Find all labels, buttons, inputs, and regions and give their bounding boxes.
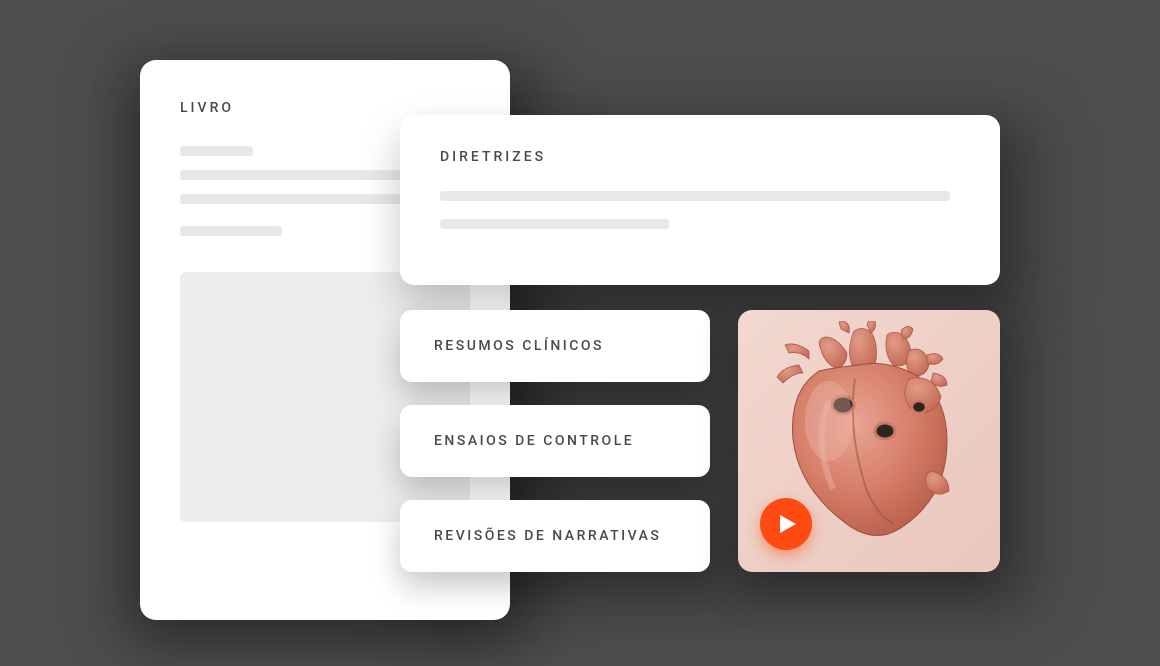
skeleton-line: [180, 194, 427, 204]
pill-resumos-clinicos[interactable]: RESUMOS CLÍNICOS: [400, 310, 710, 382]
book-card-title: LIVRO: [180, 100, 470, 116]
play-icon: [780, 515, 796, 533]
skeleton-line: [180, 146, 253, 156]
guidelines-card[interactable]: DIRETRIZES: [400, 115, 1000, 285]
play-button[interactable]: [760, 498, 812, 550]
pill-label: RESUMOS CLÍNICOS: [434, 338, 604, 354]
pill-revisoes-de-narrativas[interactable]: REVISÕES DE NARRATIVAS: [400, 500, 710, 572]
skeleton-line: [440, 191, 950, 201]
video-card[interactable]: [738, 310, 1000, 572]
skeleton-line: [440, 219, 669, 229]
skeleton-line: [180, 170, 427, 180]
skeleton-line: [180, 226, 282, 236]
guidelines-card-title: DIRETRIZES: [440, 149, 960, 165]
pill-label: ENSAIOS DE CONTROLE: [434, 433, 634, 449]
pill-label: REVISÕES DE NARRATIVAS: [434, 528, 661, 544]
pill-ensaios-de-controle[interactable]: ENSAIOS DE CONTROLE: [400, 405, 710, 477]
